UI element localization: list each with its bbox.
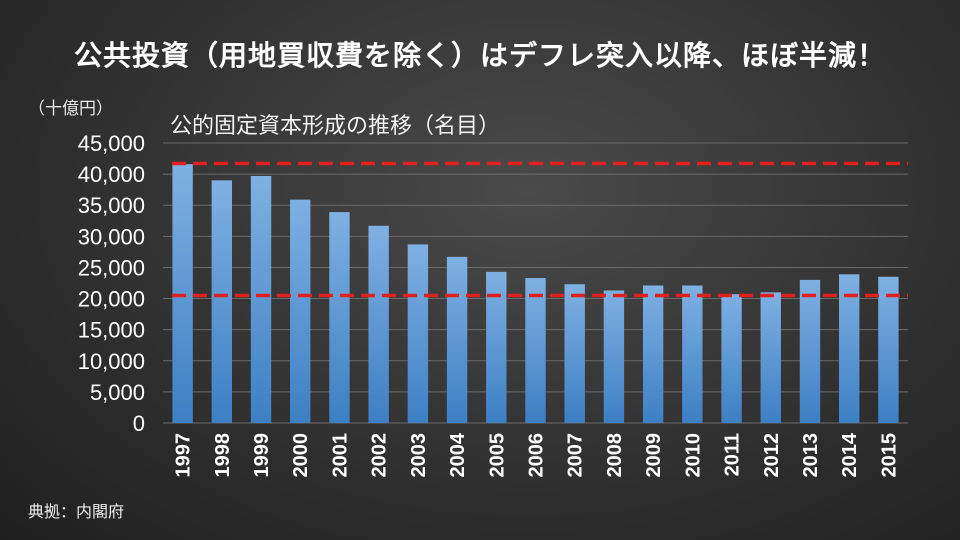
bar-2008 xyxy=(603,290,625,423)
bar-2006 xyxy=(525,278,546,423)
bar-1999 xyxy=(250,175,272,423)
y-tick-label: 5,000 xyxy=(90,380,145,405)
bar-2011 xyxy=(721,294,742,423)
x-category-label: 2010 xyxy=(682,433,704,478)
bar-2005 xyxy=(486,271,507,423)
x-category-label: 2009 xyxy=(643,433,665,478)
x-category-label: 2015 xyxy=(878,433,900,478)
bar-2000 xyxy=(290,199,311,423)
y-tick-label: 30,000 xyxy=(78,224,145,249)
y-tick-label: 20,000 xyxy=(78,287,145,312)
x-category-label: 2014 xyxy=(839,432,861,477)
x-category-label: 2000 xyxy=(290,433,312,478)
x-axis-categories: 1997 1998 1999 2000 2001 2002 2003 2004 2005 2006… xyxy=(173,432,901,477)
bar-2014 xyxy=(838,274,860,423)
x-category-label: 2007 xyxy=(565,433,587,478)
bar-2004 xyxy=(446,256,468,423)
bar-2010 xyxy=(682,285,703,423)
x-category-label: 1998 xyxy=(212,433,234,478)
bar-2007 xyxy=(564,284,585,423)
bar-2009 xyxy=(642,285,664,423)
x-category-label: 2011 xyxy=(722,433,744,476)
y-tick-label: 15,000 xyxy=(78,318,145,343)
bar-1997 xyxy=(172,164,193,423)
x-category-label: 2003 xyxy=(408,433,430,478)
y-axis-ticks: 0 5,000 10,000 15,000 20,000 25,000 30,000 35,0… xyxy=(78,131,145,436)
reference-lines xyxy=(172,161,908,298)
x-category-label: 2013 xyxy=(800,433,822,478)
bar-2012 xyxy=(760,292,781,423)
x-category-label: 2006 xyxy=(526,433,548,478)
y-tick-label: 40,000 xyxy=(78,162,145,187)
chart-title: 公的固定資本形成の推移（名目） xyxy=(170,114,501,139)
bar-2002 xyxy=(368,225,389,423)
source-note: 典拠：内閣府 xyxy=(28,502,125,521)
x-category-label: 2004 xyxy=(447,432,469,477)
y-tick-label: 10,000 xyxy=(78,349,145,374)
x-category-label: 2005 xyxy=(486,433,508,478)
bar-2013 xyxy=(799,279,821,423)
y-axis-unit-label: （十億円） xyxy=(28,99,113,119)
y-tick-label: 35,000 xyxy=(78,193,145,218)
bars xyxy=(172,164,899,423)
bar-2003 xyxy=(407,244,429,423)
x-category-label: 2002 xyxy=(369,433,391,478)
bar-1998 xyxy=(211,180,233,423)
x-category-label: 2001 xyxy=(329,433,351,478)
x-category-label: 1999 xyxy=(251,433,273,478)
bar-2001 xyxy=(329,212,350,423)
y-tick-label: 25,000 xyxy=(78,255,145,280)
x-category-label: 2012 xyxy=(761,433,783,478)
y-tick-label: 0 xyxy=(133,411,145,436)
bar-2015 xyxy=(878,276,899,423)
y-tick-label: 45,000 xyxy=(78,131,145,156)
x-category-label: 2008 xyxy=(604,433,626,478)
x-category-label: 1997 xyxy=(173,433,195,478)
slide-title: 公共投資（用地買収費を除く）はデフレ突入以降、ほぼ半減！ xyxy=(73,39,886,72)
